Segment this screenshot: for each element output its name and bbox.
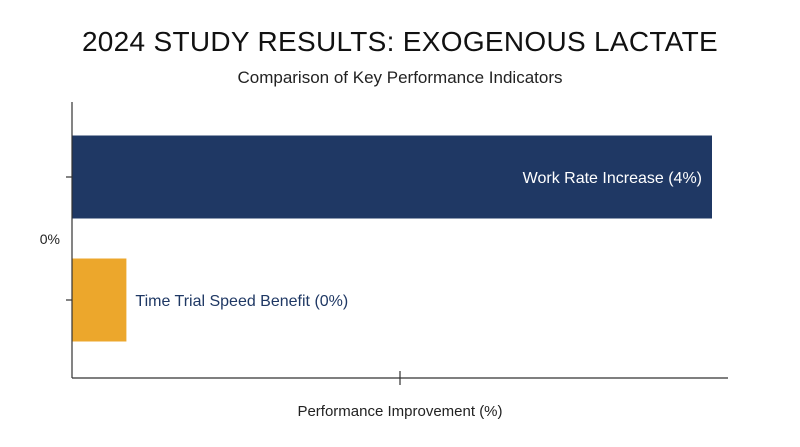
chart-title: 2024 STUDY RESULTS: EXOGENOUS LACTATE	[81, 26, 719, 57]
bars-group	[72, 135, 712, 342]
bar-2	[72, 258, 127, 342]
y-tick-label: 0%	[40, 231, 60, 247]
chart-subtitle: Comparison of Key Performance Indicators	[237, 68, 563, 87]
bar-label-2: Time Trial Speed Benefit (0%)	[135, 293, 348, 310]
bar-label-1: Work Rate Increase (4%)	[523, 170, 702, 187]
bar-1	[72, 135, 712, 219]
x-axis-label: Performance Improvement (%)	[297, 403, 502, 420]
bar-labels-group: Work Rate Increase (4%) Time Trial Speed …	[135, 170, 702, 310]
